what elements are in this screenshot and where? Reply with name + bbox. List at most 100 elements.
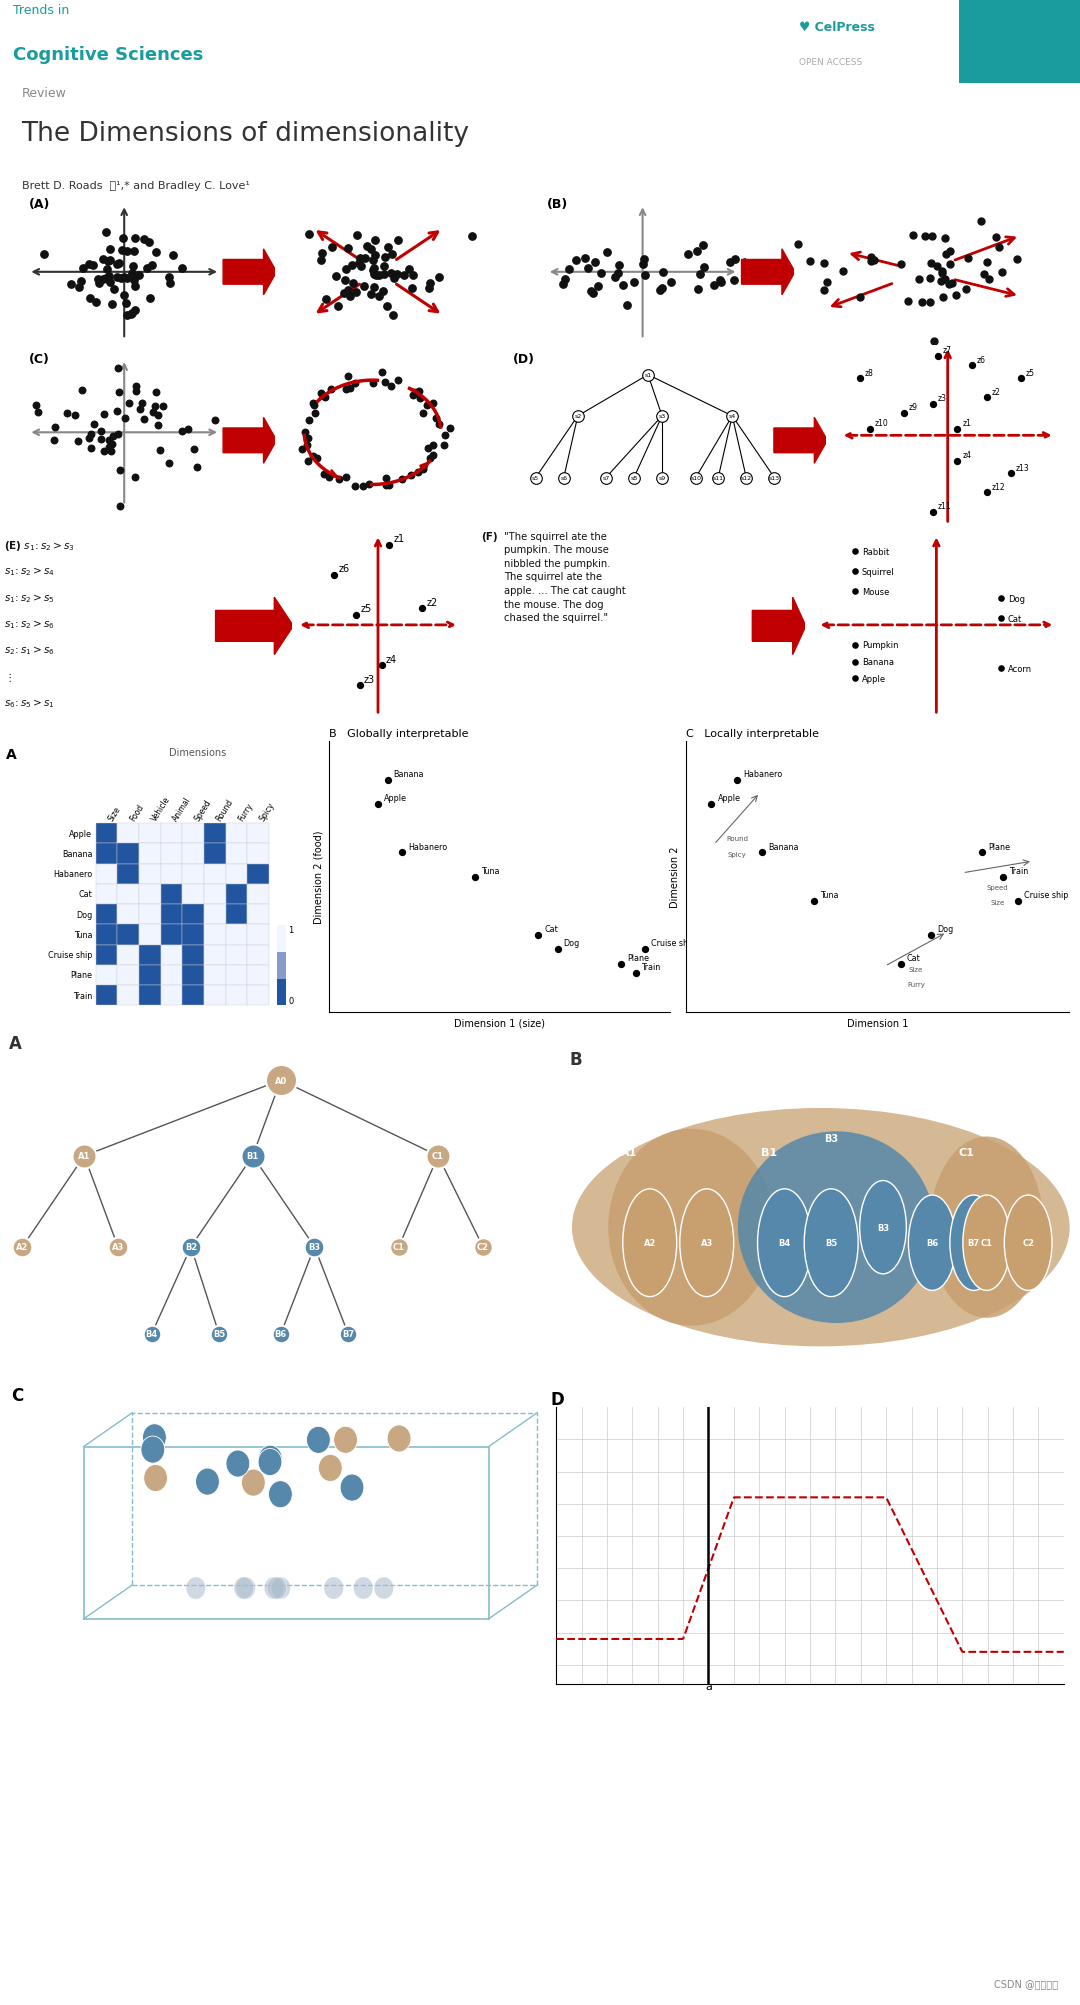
Point: [382, 257, 400, 289]
Text: Speed: Speed: [987, 884, 1009, 890]
Point: [712, 267, 729, 299]
Point: [361, 469, 378, 501]
Bar: [204, 864, 226, 884]
Point: [143, 1317, 160, 1349]
Point: [410, 377, 428, 409]
Point: [124, 251, 141, 283]
Text: C: C: [11, 1387, 23, 1406]
Point: [9, 449, 26, 481]
Text: B3: B3: [824, 1133, 838, 1143]
Text: Rabbit: Rabbit: [862, 547, 889, 557]
Text: Cat: Cat: [544, 924, 558, 932]
Point: [118, 263, 135, 295]
Text: z5: z5: [361, 604, 372, 614]
Bar: [139, 944, 161, 964]
Point: [424, 429, 442, 461]
Point: [337, 265, 354, 297]
Text: Cruise ship: Cruise ship: [48, 950, 93, 960]
Bar: [118, 944, 139, 964]
Point: [92, 415, 109, 447]
FancyArrow shape: [216, 597, 294, 656]
Point: [82, 433, 99, 465]
Bar: [161, 884, 183, 904]
Point: [994, 257, 1011, 289]
Text: C1: C1: [393, 1243, 405, 1251]
Point: [272, 1065, 289, 1097]
Point: [1002, 459, 1020, 491]
Text: ♥ CelPress: ♥ CelPress: [799, 20, 875, 34]
Point: [990, 231, 1008, 263]
Text: CSDN @吕小明么: CSDN @吕小明么: [995, 1979, 1058, 1987]
Bar: [118, 904, 139, 924]
Text: B2: B2: [185, 1243, 197, 1251]
Point: [687, 463, 704, 495]
Point: [865, 245, 882, 277]
Point: [561, 255, 578, 287]
Point: [958, 273, 975, 305]
Point: [338, 461, 355, 493]
Point: [893, 249, 910, 281]
Bar: [161, 864, 183, 884]
Point: [705, 271, 723, 303]
Text: Habanero: Habanero: [408, 842, 447, 852]
Text: z10: z10: [875, 419, 889, 429]
Point: [895, 397, 913, 429]
Text: Animal: Animal: [172, 794, 193, 822]
Point: [994, 860, 1011, 892]
Point: [941, 249, 958, 281]
Bar: [118, 824, 139, 844]
Point: [149, 399, 166, 431]
Point: [94, 265, 111, 297]
Bar: [183, 824, 204, 844]
Point: [338, 373, 355, 405]
Point: [81, 283, 98, 315]
Point: [377, 463, 394, 495]
Point: [161, 269, 178, 301]
Text: (B): (B): [546, 198, 568, 211]
Point: [383, 239, 401, 271]
Point: [28, 391, 45, 423]
Point: [339, 361, 356, 393]
Bar: [204, 986, 226, 1007]
Point: [111, 455, 129, 487]
Circle shape: [186, 1578, 205, 1600]
Point: [96, 437, 113, 469]
Circle shape: [235, 1578, 255, 1600]
Point: [337, 255, 354, 287]
Point: [140, 283, 158, 315]
Point: [102, 245, 119, 277]
Point: [405, 259, 422, 291]
Bar: [247, 924, 269, 944]
Point: [131, 259, 148, 291]
Point: [323, 373, 340, 405]
Point: [118, 287, 135, 319]
Point: [414, 453, 431, 485]
Point: [943, 269, 960, 301]
Text: Furry: Furry: [237, 800, 255, 822]
Point: [305, 389, 322, 421]
Point: [113, 235, 131, 267]
Point: [272, 1317, 289, 1349]
Point: [404, 273, 421, 305]
Point: [625, 463, 643, 495]
Circle shape: [269, 1482, 293, 1508]
Point: [186, 433, 203, 465]
Point: [949, 413, 967, 445]
Bar: [183, 944, 204, 964]
Point: [72, 267, 90, 299]
Point: [339, 1317, 356, 1349]
Bar: [161, 904, 183, 924]
Point: [933, 255, 950, 287]
Point: [584, 277, 602, 309]
Text: z6: z6: [338, 563, 350, 573]
Text: Dog: Dog: [937, 924, 954, 932]
Point: [366, 241, 383, 273]
Point: [694, 231, 712, 263]
Bar: [247, 986, 269, 1007]
Point: [296, 417, 313, 449]
Text: A: A: [6, 748, 17, 762]
Point: [121, 389, 138, 421]
Point: [109, 249, 126, 281]
Point: [117, 403, 134, 435]
Circle shape: [963, 1195, 1011, 1291]
